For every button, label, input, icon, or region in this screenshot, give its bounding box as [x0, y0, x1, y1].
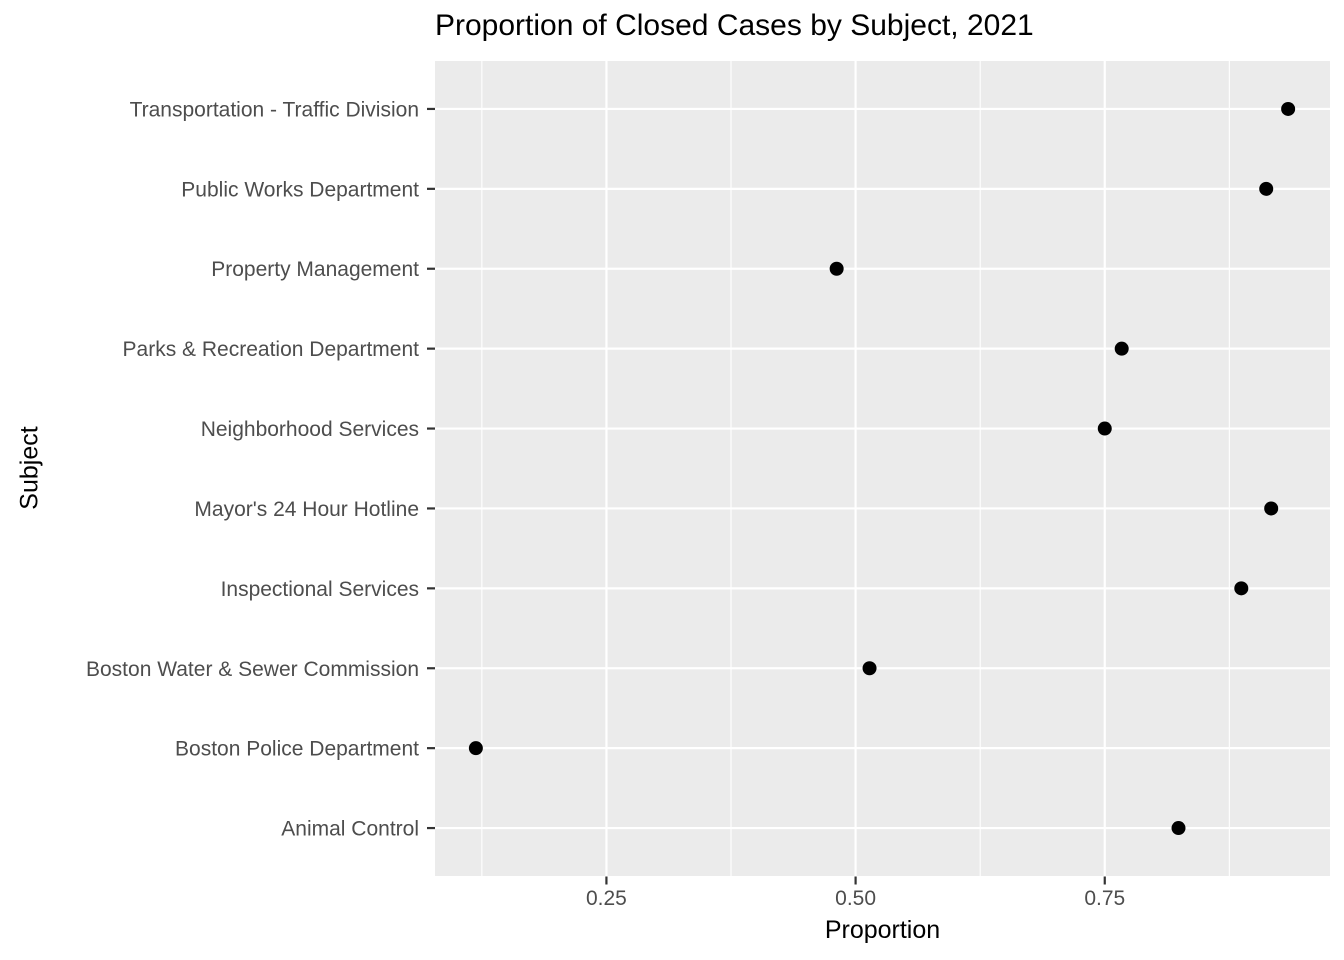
y-tick-label: Boston Water & Sewer Commission [86, 658, 419, 681]
panel-background [435, 61, 1330, 876]
data-point [1097, 421, 1112, 436]
y-tick-label: Neighborhood Services [201, 418, 419, 441]
y-tick-label: Transportation - Traffic Division [130, 98, 419, 121]
y-tick-label: Parks & Recreation Department [123, 338, 420, 361]
y-tick-label: Property Management [211, 258, 419, 281]
chart-title: Proportion of Closed Cases by Subject, 2… [435, 9, 1034, 42]
data-point [1234, 581, 1249, 596]
data-point [468, 741, 483, 756]
y-axis-title: Subject [15, 426, 44, 510]
y-tick-label: Mayor's 24 Hour Hotline [194, 498, 419, 521]
y-tick-label: Animal Control [281, 818, 419, 841]
y-tick-label: Inspectional Services [221, 578, 419, 601]
x-axis-title: Proportion [824, 916, 941, 944]
data-point [1259, 181, 1274, 196]
data-point [1264, 501, 1279, 516]
y-tick-label: Boston Police Department [175, 738, 419, 761]
data-point [862, 661, 877, 676]
data-point [1171, 821, 1186, 836]
x-tick-label: 0.25 [586, 887, 627, 910]
x-tick-label: 0.75 [1084, 887, 1125, 910]
data-point [1114, 341, 1129, 356]
x-tick-label: 0.50 [835, 887, 876, 910]
y-tick-label: Public Works Department [181, 178, 419, 201]
data-point [829, 261, 844, 276]
data-point [1281, 101, 1296, 116]
